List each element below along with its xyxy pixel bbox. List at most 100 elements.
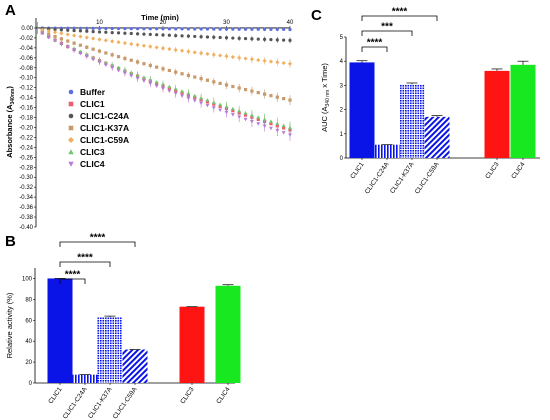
panel-c-category-label: CLIC4 — [510, 161, 527, 180]
panel-a-data-point — [199, 51, 204, 56]
panel-c-category-label: CLIC1 — [349, 161, 366, 180]
panel-a-data-point — [231, 109, 235, 113]
panel-a-data-point — [161, 27, 165, 31]
panel-a-data-point — [231, 36, 235, 40]
panel-a-data-point — [256, 57, 261, 63]
panel-a-data-point — [192, 50, 197, 55]
panel-b-y-tick-label: 20 — [25, 360, 32, 366]
panel-a-data-point — [116, 55, 121, 59]
panel-a-y-tick-label: -0.20 — [19, 125, 33, 131]
panel-a-data-point — [243, 117, 248, 122]
panel-a-data-point — [129, 70, 134, 75]
panel-a-data-point — [275, 95, 279, 99]
panel-a-data-point — [186, 27, 190, 31]
panel-a-data-point — [250, 89, 254, 93]
panel-c-category-label: CLIC1-C24A — [364, 161, 391, 196]
panel-a-data-point — [237, 108, 242, 113]
panel-a-data-point — [230, 113, 235, 117]
panel-a-data-point — [78, 43, 83, 47]
panel-a-series-clic1-c24a — [40, 26, 292, 44]
panel-a-data-point — [224, 110, 229, 115]
panel-a-data-point — [167, 33, 171, 37]
panel-a-legend-label: CLIC4 — [80, 159, 105, 169]
panel-a-data-point — [116, 31, 121, 35]
panel-a-data-point — [268, 59, 274, 64]
panel-a-data-point — [230, 106, 235, 111]
panel-c-bracket-line — [361, 30, 413, 36]
panel-a-data-point — [256, 122, 261, 126]
panel-a-legend-label: CLIC1-C59A — [80, 135, 129, 145]
panel-a-data-point — [275, 38, 279, 42]
panel-a-x-tick-label: 30 — [223, 20, 230, 26]
panel-a-y-tick-label: -0.36 — [19, 205, 33, 211]
panel-c-category-label: CLIC3 — [484, 161, 501, 180]
panel-a-data-point — [218, 81, 222, 85]
panel-a-y-axis-title-sub: 340nm — [10, 88, 16, 104]
panel-a-data-point — [110, 30, 114, 35]
panel-a-data-point — [53, 27, 57, 32]
panel-a-series-clic3 — [40, 30, 292, 134]
panel-a-data-point — [262, 124, 267, 129]
panel-a-data-point — [78, 26, 83, 30]
panel-a-data-point — [237, 86, 241, 90]
panel-a-data-point — [282, 27, 286, 32]
panel-a-data-point — [123, 31, 127, 35]
panel-a-data-point — [148, 32, 152, 37]
panel-a-legend-marker — [68, 149, 74, 155]
panel-a-data-point — [85, 45, 89, 49]
panel-b-y-tick-label: 40 — [25, 339, 32, 345]
panel-a-data-point — [288, 133, 292, 137]
panel-a-data-point — [212, 35, 216, 39]
panel-a-data-point — [97, 60, 102, 65]
panel-a-series-clic1 — [40, 31, 292, 136]
panel-a-data-point — [275, 121, 280, 125]
panel-a-data-point — [148, 77, 153, 82]
panel-b-bracket-line — [59, 278, 86, 284]
panel-a-data-point — [167, 27, 171, 31]
panel-a-data-point — [256, 91, 260, 95]
panel-b-category-label: CLIC1-C24A — [62, 386, 89, 420]
panel-a-y-tick-label: -0.32 — [19, 185, 33, 191]
panel-a-data-point — [193, 75, 197, 79]
panel-a-legend-marker — [68, 113, 74, 119]
panel-a-y-tick-label: -0.12 — [19, 86, 33, 92]
panel-a-data-point — [91, 57, 96, 62]
panel-a-legend-label: CLIC1 — [80, 99, 105, 109]
panel-c-bar-clic1 — [349, 62, 375, 158]
panel-a-data-point — [205, 98, 210, 102]
panel-a-data-point — [212, 27, 216, 31]
panel-a-data-point — [263, 37, 267, 41]
panel-a-data-point — [224, 104, 229, 109]
panel-a-data-point — [180, 94, 184, 98]
panel-c-y-tick-label: 1 — [340, 132, 344, 138]
panel-a-line-chart: 0.00 -0.02 -0.04 -0.06 -0.08 -0.10 -0.12 -0.14 -… — [5, 13, 294, 231]
panel-a-data-point — [155, 33, 159, 37]
panel-a-data-point — [123, 56, 127, 61]
panel-a-y-tick-label: -0.26 — [19, 155, 33, 161]
panel-a-data-point — [211, 100, 216, 104]
panel-a-data-point — [249, 113, 254, 117]
panel-b-significance-label: **** — [65, 270, 81, 281]
panel-b-bracket-line — [59, 241, 136, 247]
panel-a-data-point — [65, 32, 70, 37]
panel-a-data-point — [224, 36, 229, 40]
panel-a-data-point — [97, 49, 102, 53]
panel-a-data-point — [84, 54, 89, 59]
panel-a-data-point — [269, 38, 273, 42]
panel-a-data-point — [186, 91, 191, 96]
panel-b-y-tick-label: 60 — [25, 318, 32, 324]
panel-a-data-point — [91, 30, 95, 34]
panel-a-data-point — [263, 27, 267, 31]
panel-a-data-point — [167, 68, 171, 73]
panel-b-category-label: CLIC4 — [215, 386, 232, 405]
panel-a-data-point — [72, 48, 77, 53]
panel-a-y-tick-label: -0.30 — [19, 175, 33, 181]
panel-a-data-point — [282, 97, 286, 101]
panel-a-data-point — [47, 32, 51, 36]
panel-a-y-tick-label: -0.14 — [19, 96, 33, 102]
panel-a-data-point — [142, 75, 146, 79]
panel-a-data-point — [141, 43, 147, 48]
panel-b-bracket-line — [59, 261, 111, 267]
panel-a-x-tick-label: 10 — [96, 20, 103, 26]
panel-a-data-point — [135, 76, 140, 81]
